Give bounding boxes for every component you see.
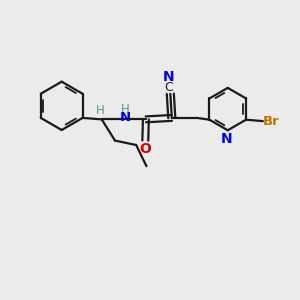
Text: N: N (220, 131, 232, 146)
Text: H: H (121, 103, 130, 116)
Text: O: O (140, 142, 151, 156)
Text: C: C (164, 81, 173, 94)
Text: Br: Br (262, 115, 279, 128)
Text: N: N (120, 111, 131, 124)
Text: N: N (163, 70, 175, 84)
Text: H: H (96, 104, 105, 117)
